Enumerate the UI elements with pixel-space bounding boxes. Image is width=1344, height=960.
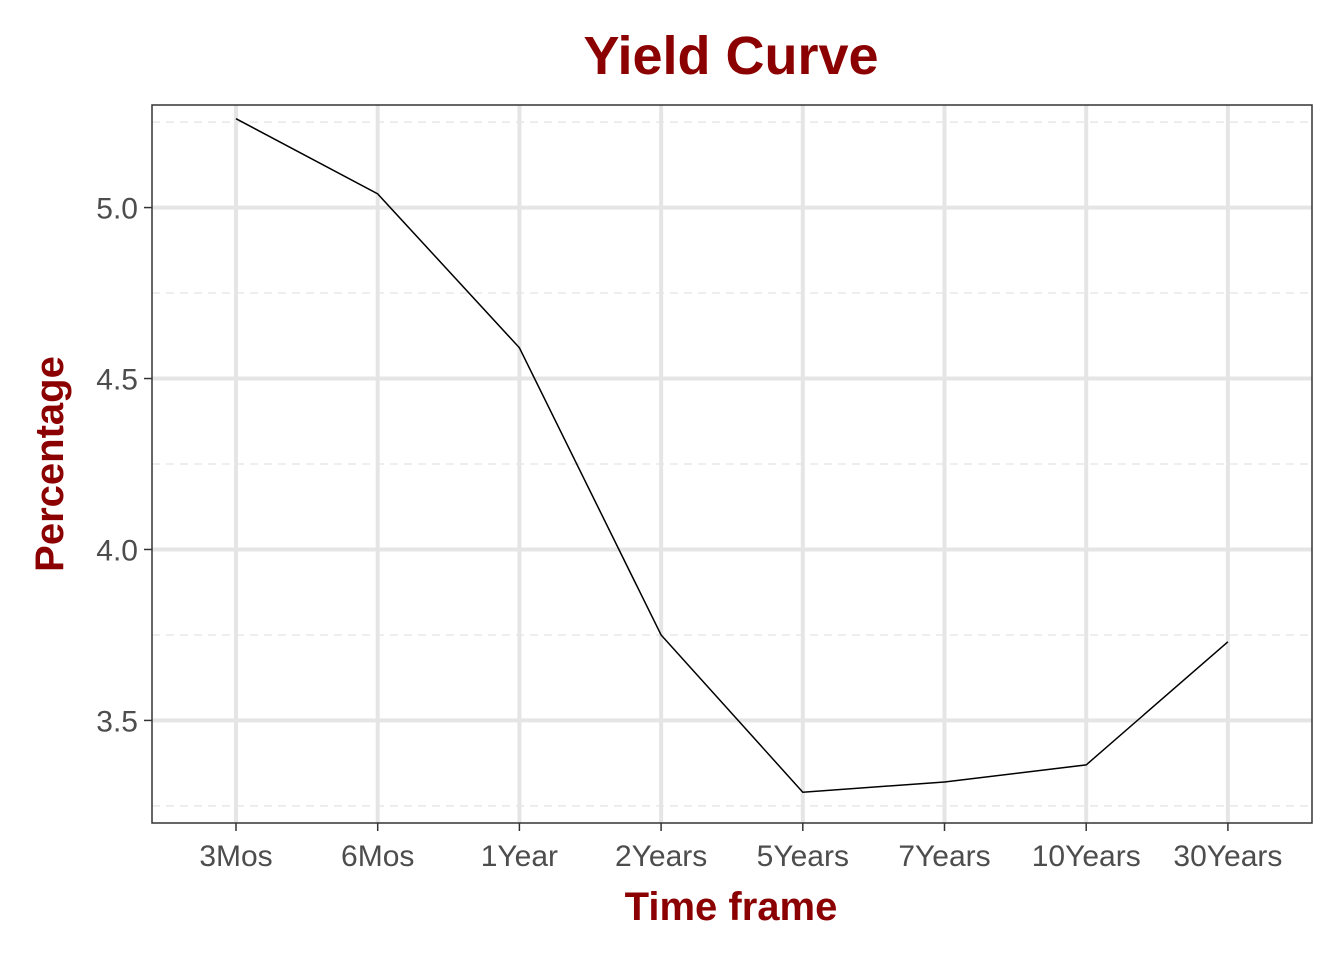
x-tick-label: 30Years	[1173, 840, 1282, 873]
axis-ticks	[144, 206, 1229, 831]
x-tick-label: 5Years	[757, 840, 849, 873]
x-axis-title: Time frame	[625, 885, 838, 929]
x-tick-label: 2Years	[615, 840, 707, 873]
y-axis-title: Percentage	[28, 356, 72, 572]
y-tick-label: 4.0	[96, 534, 138, 567]
x-tick-label: 3Mos	[199, 840, 272, 873]
x-tick-label: 1Year	[481, 840, 558, 873]
y-tick-label: 5.0	[96, 193, 138, 226]
grid-lines	[152, 105, 1312, 823]
x-tick-label: 6Mos	[341, 840, 414, 873]
x-tick-labels: 3Mos 6Mos 1Year 2Years 5Years 7Years 10Years 30…	[199, 840, 1282, 873]
series-line	[235, 118, 1229, 793]
y-tick-labels: 3.5 4.0 4.5 5.0	[96, 193, 138, 739]
y-tick-label: 4.5	[96, 364, 138, 397]
plot-panel	[151, 104, 1313, 824]
x-tick-label: 10Years	[1032, 840, 1141, 873]
x-tick-label: 7Years	[898, 840, 990, 873]
chart-title: Yield Curve	[583, 26, 878, 86]
series-group	[235, 118, 1229, 793]
y-tick-label: 3.5	[96, 705, 138, 738]
